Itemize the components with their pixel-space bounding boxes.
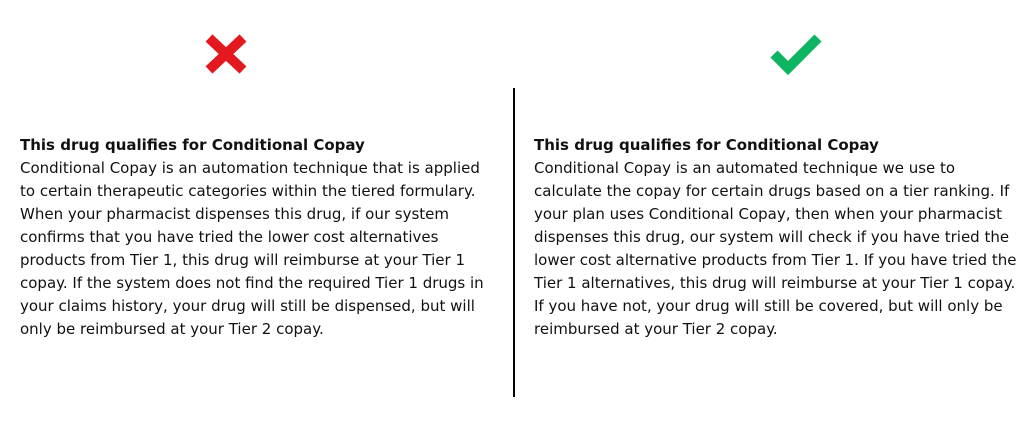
incorrect-example-content: This drug qualifies for Conditional Copa… [20,134,498,341]
correct-example-panel: This drug qualifies for Conditional Copa… [514,0,1027,435]
correct-example-content: This drug qualifies for Conditional Copa… [534,134,1018,341]
panel-divider [513,88,515,397]
incorrect-example-panel: This drug qualifies for Conditional Copa… [0,0,513,435]
incorrect-example-body: Conditional Copay is an automation techn… [20,159,484,338]
correct-example-body: Conditional Copay is an automated techni… [534,159,1017,338]
correct-example-heading: This drug qualifies for Conditional Copa… [534,136,879,154]
incorrect-example-heading: This drug qualifies for Conditional Copa… [20,136,365,154]
cross-icon [199,30,253,78]
checkmark-icon [769,30,823,78]
